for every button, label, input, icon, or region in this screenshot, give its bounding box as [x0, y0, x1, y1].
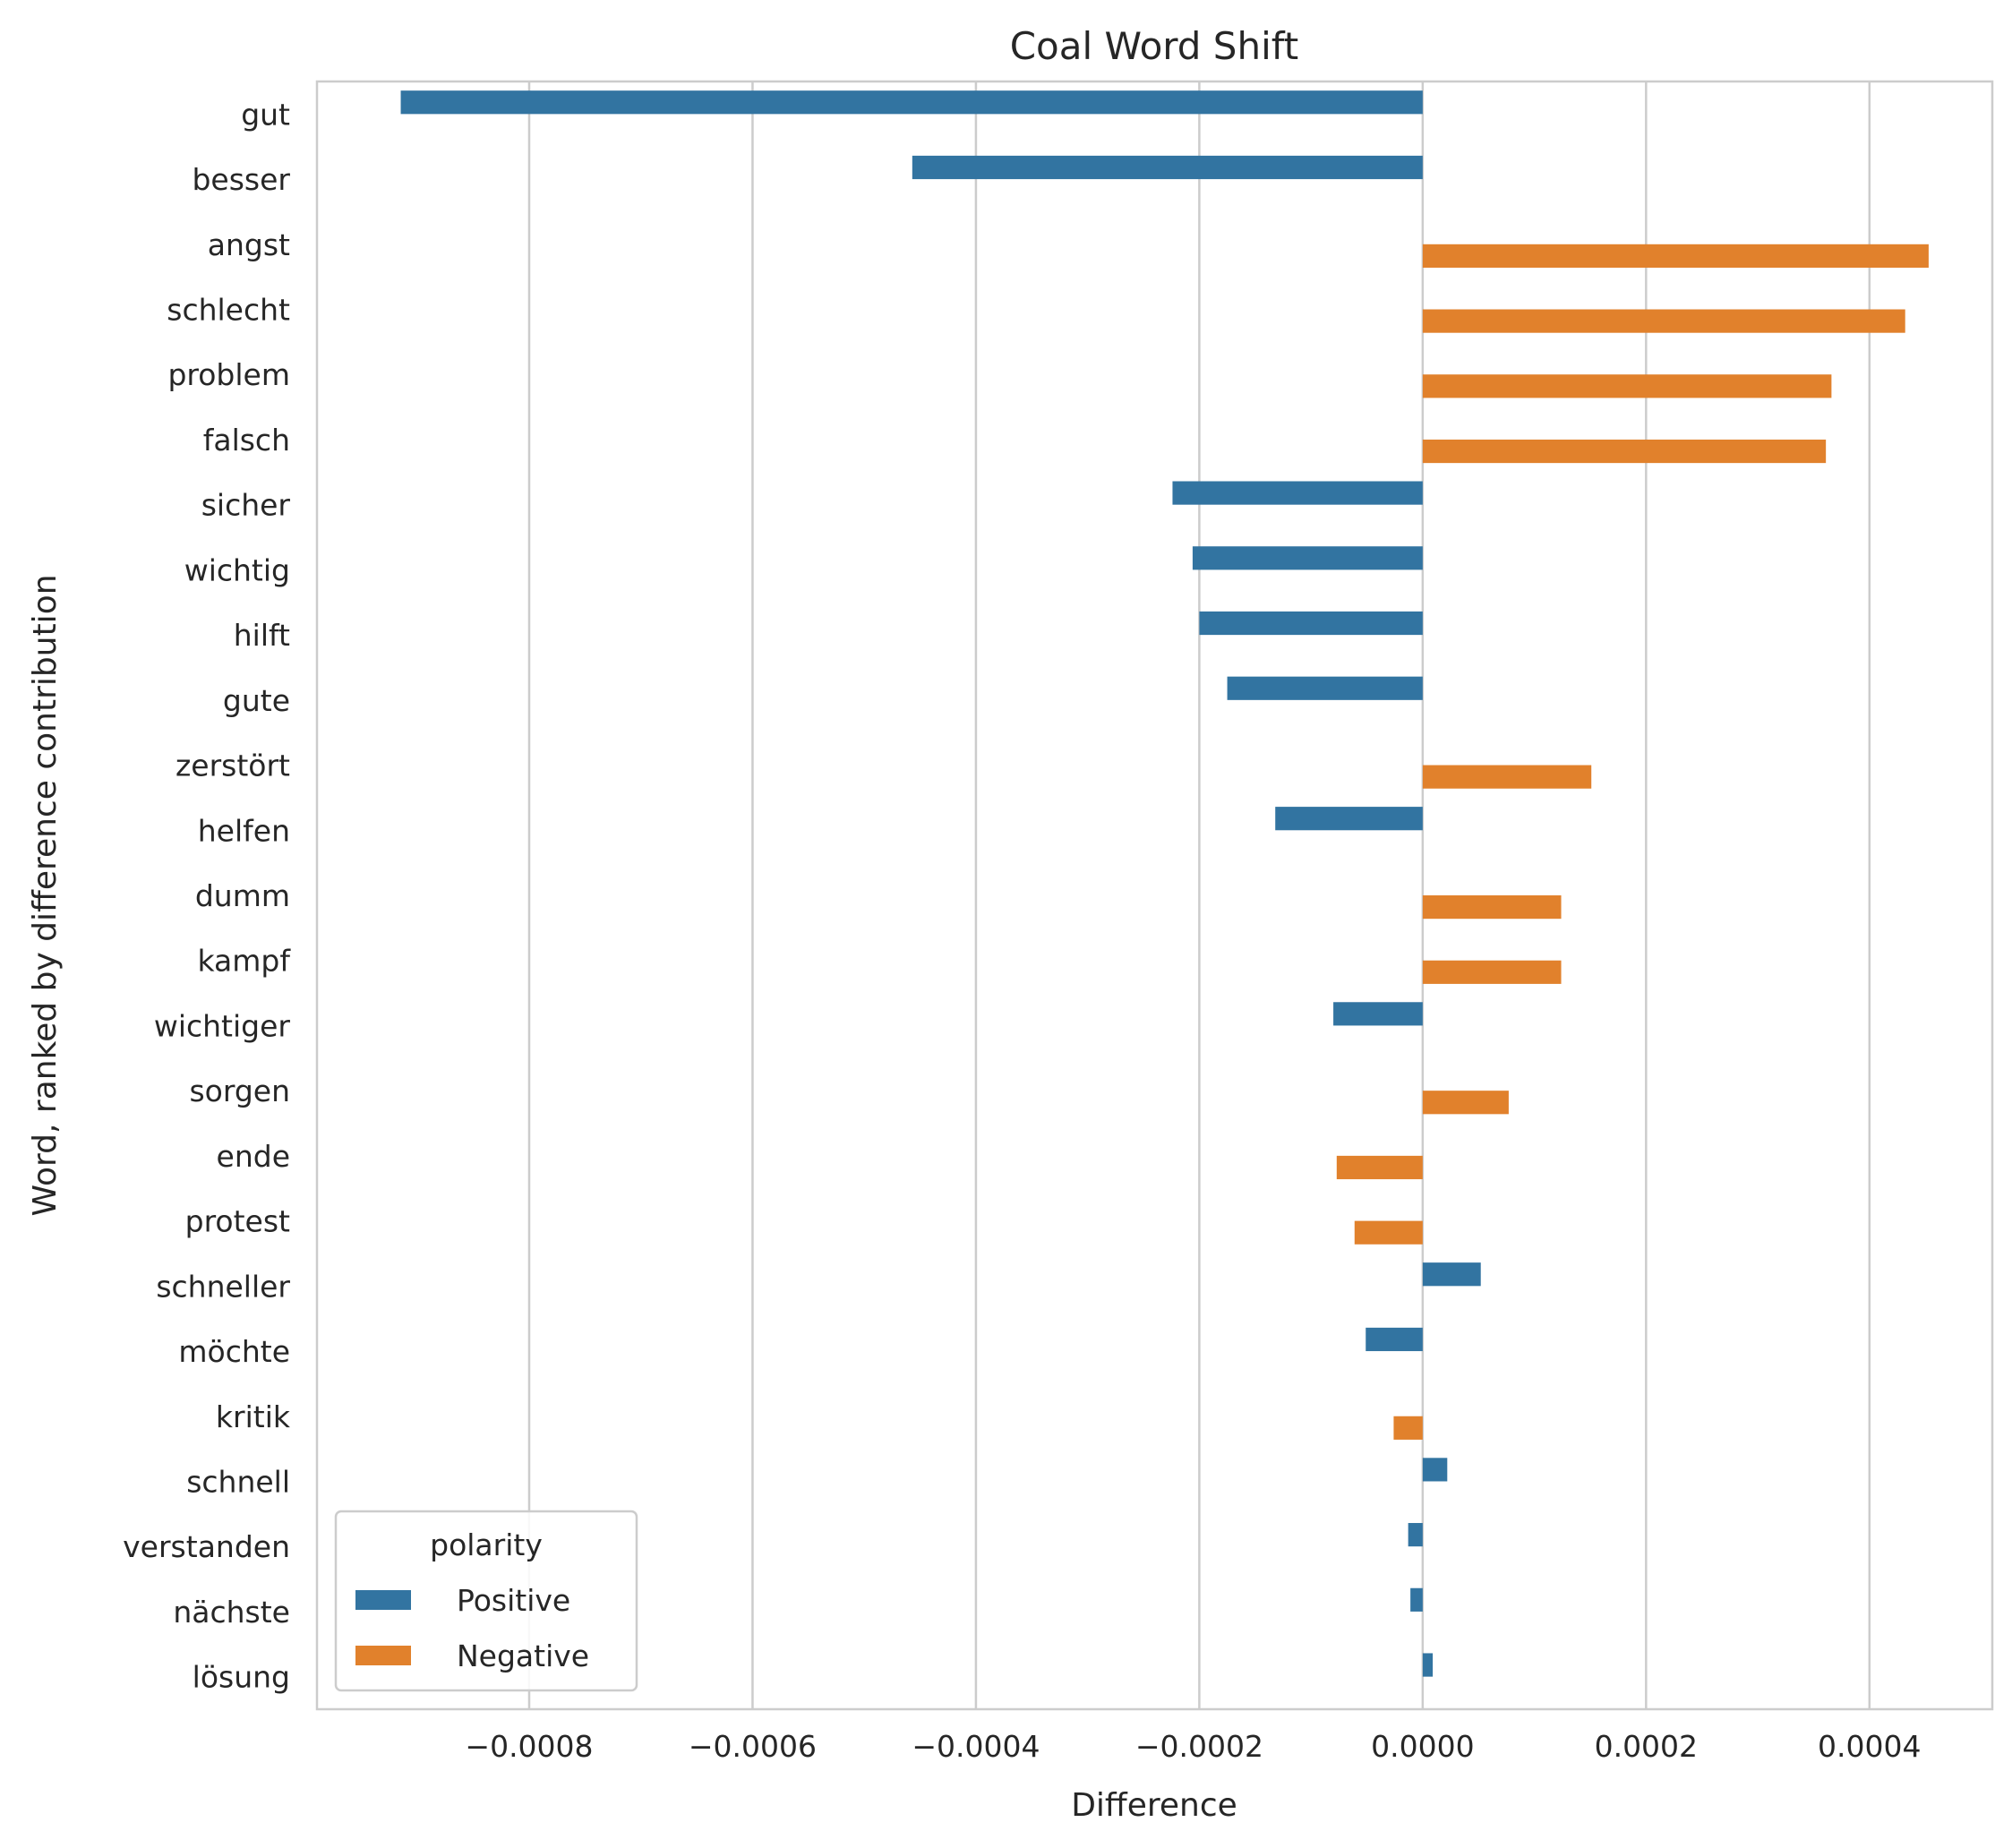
x-tick-label: 0.0000 — [1371, 1729, 1474, 1764]
chart-title: Coal Word Shift — [1010, 24, 1299, 68]
y-tick-label: verstanden — [123, 1529, 290, 1564]
y-tick-label: kritik — [216, 1399, 291, 1434]
bar-negative-angst — [1422, 244, 1929, 268]
bar-negative-kritik — [1393, 1416, 1423, 1440]
bar-negative-zerstört — [1422, 765, 1592, 789]
bar-negative-kampf — [1422, 960, 1562, 984]
bar-positive-sicher — [1172, 481, 1423, 505]
x-tick-label: 0.0004 — [1818, 1729, 1921, 1764]
x-tick-label: −0.0004 — [912, 1729, 1040, 1764]
bar-positive-schneller — [1422, 1262, 1481, 1287]
bar-positive-möchte — [1366, 1327, 1423, 1352]
legend-label-negative: Negative — [457, 1638, 589, 1673]
bar-negative-problem — [1422, 374, 1832, 398]
x-tick-label: −0.0006 — [689, 1729, 817, 1764]
bar-positive-gut — [400, 90, 1423, 115]
y-axis-label: Word, ranked by difference contribution — [27, 574, 64, 1216]
y-tick-label: problem — [167, 357, 290, 392]
bar-positive-verstanden — [1408, 1523, 1423, 1547]
y-tick-label: gut — [241, 97, 290, 132]
legend: polarity Positive Negative — [334, 1510, 638, 1692]
bars — [400, 90, 1929, 1677]
x-axis-label: Difference — [1071, 1787, 1237, 1824]
x-tick-label: −0.0008 — [465, 1729, 593, 1764]
legend-swatch-positive — [355, 1590, 411, 1610]
y-tick-label: wichtig — [184, 552, 290, 587]
y-tick-label: nächste — [173, 1595, 290, 1630]
bar-positive-wichtiger — [1333, 1002, 1423, 1026]
bar-positive-lösung — [1422, 1653, 1434, 1677]
bar-positive-wichtig — [1192, 546, 1423, 570]
legend-swatch-negative — [355, 1646, 411, 1665]
y-tick-label: schnell — [186, 1464, 290, 1499]
y-tick-label: protest — [185, 1204, 290, 1239]
x-tick-labels: −0.0008 −0.0006 −0.0004 −0.0002 0.0000 0.0002… — [465, 1729, 1921, 1764]
y-tick-label: möchte — [178, 1334, 290, 1369]
y-tick-label: wichtiger — [154, 1008, 291, 1043]
y-tick-label: falsch — [203, 423, 290, 458]
y-tick-label: dumm — [195, 878, 290, 913]
bar-negative-sorgen — [1422, 1091, 1509, 1115]
y-tick-label: angst — [208, 227, 290, 262]
y-tick-label: helfen — [198, 813, 290, 848]
y-tick-label: ende — [217, 1139, 290, 1174]
plot-frame — [315, 80, 1994, 1711]
y-tick-label: lösung — [193, 1660, 290, 1695]
bar-positive-besser — [912, 155, 1423, 180]
bar-negative-falsch — [1422, 439, 1827, 464]
y-tick-label: kampf — [198, 944, 292, 979]
bar-negative-protest — [1354, 1220, 1423, 1245]
x-tick-label: 0.0002 — [1595, 1729, 1698, 1764]
y-tick-labels: gut besser angst schlecht problem falsch siche… — [123, 97, 291, 1694]
y-tick-label: gute — [223, 683, 290, 718]
legend-label-positive: Positive — [457, 1583, 570, 1618]
y-tick-label: sicher — [201, 488, 291, 523]
y-tick-label: sorgen — [189, 1074, 290, 1108]
bar-positive-gute — [1227, 676, 1423, 700]
y-tick-label: hilft — [234, 618, 290, 653]
bar-negative-dumm — [1422, 895, 1562, 920]
bar-positive-nächste — [1410, 1587, 1423, 1612]
x-tick-label: −0.0002 — [1135, 1729, 1263, 1764]
bar-negative-schlecht — [1422, 309, 1905, 333]
legend-title: polarity — [430, 1527, 543, 1562]
y-tick-label: zerstört — [176, 749, 290, 783]
bar-positive-helfen — [1275, 807, 1423, 831]
y-tick-label: schneller — [156, 1269, 290, 1304]
bar-positive-schnell — [1422, 1458, 1448, 1482]
bar-positive-hilft — [1199, 611, 1423, 636]
bar-negative-ende — [1336, 1155, 1423, 1180]
y-tick-label: besser — [192, 162, 290, 197]
y-tick-label: schlecht — [167, 293, 290, 328]
